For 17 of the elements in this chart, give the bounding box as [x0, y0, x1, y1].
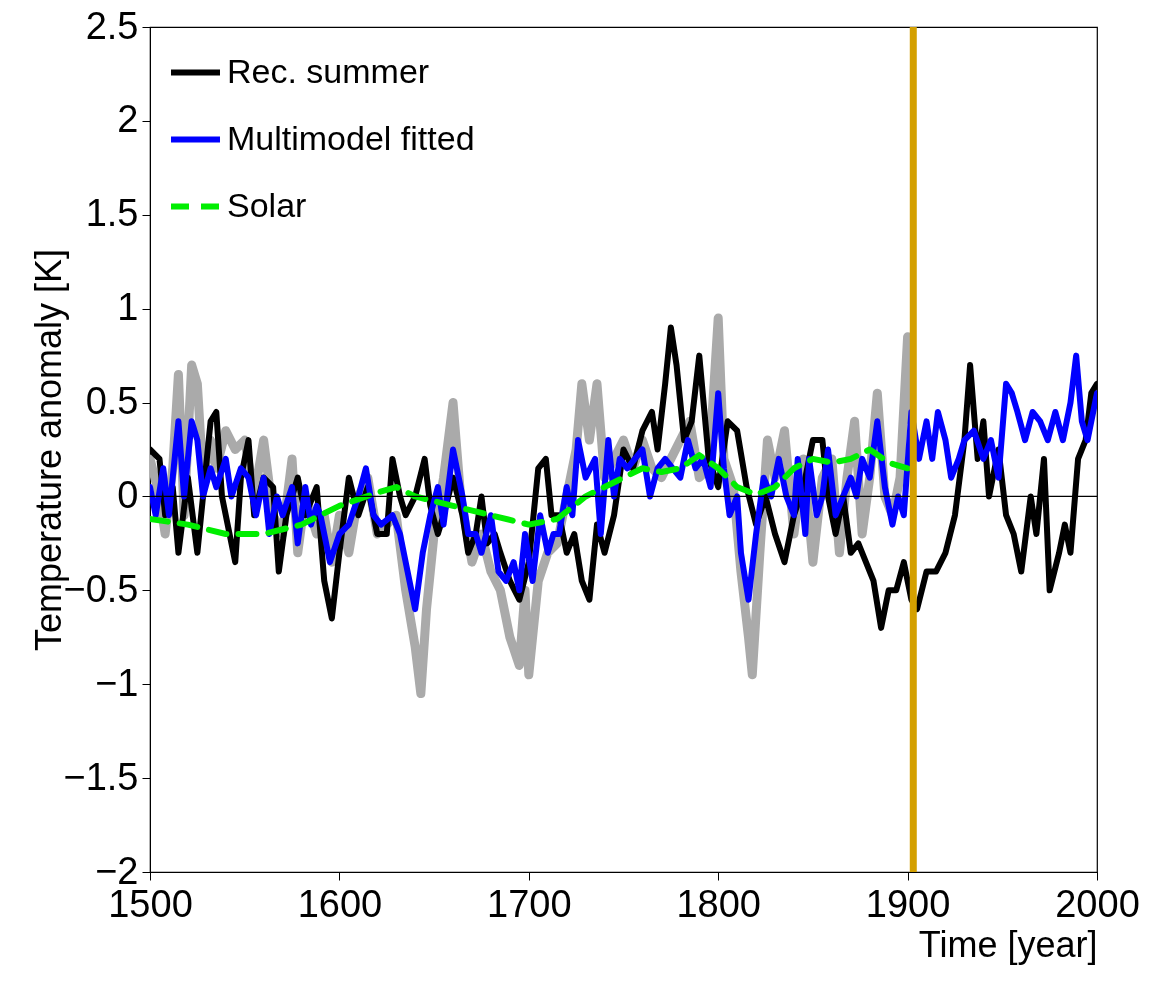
y-tick-label: 2: [117, 98, 139, 141]
x-tick-label: 1600: [297, 882, 383, 925]
y-tick-label: 1.5: [85, 192, 139, 235]
x-tick-label: 1900: [865, 882, 951, 925]
legend-label: Rec. summer: [227, 51, 430, 90]
y-tick-label: −1.5: [63, 755, 139, 798]
x-axis-title: Time [year]: [918, 923, 1098, 965]
y-tick-label: 0: [117, 473, 139, 516]
x-tick-label: 1800: [676, 882, 761, 925]
y-tick-label: 1: [117, 286, 139, 329]
x-tick-label: 2000: [1055, 882, 1140, 925]
legend-label: Multimodel fitted: [227, 118, 475, 157]
y-tick-label: 2.5: [85, 4, 139, 47]
legend-label: Solar: [227, 185, 307, 224]
y-tick-label: −1: [95, 661, 139, 704]
x-tick-label: 1700: [487, 882, 572, 925]
y-tick-label: 0.5: [85, 380, 139, 423]
